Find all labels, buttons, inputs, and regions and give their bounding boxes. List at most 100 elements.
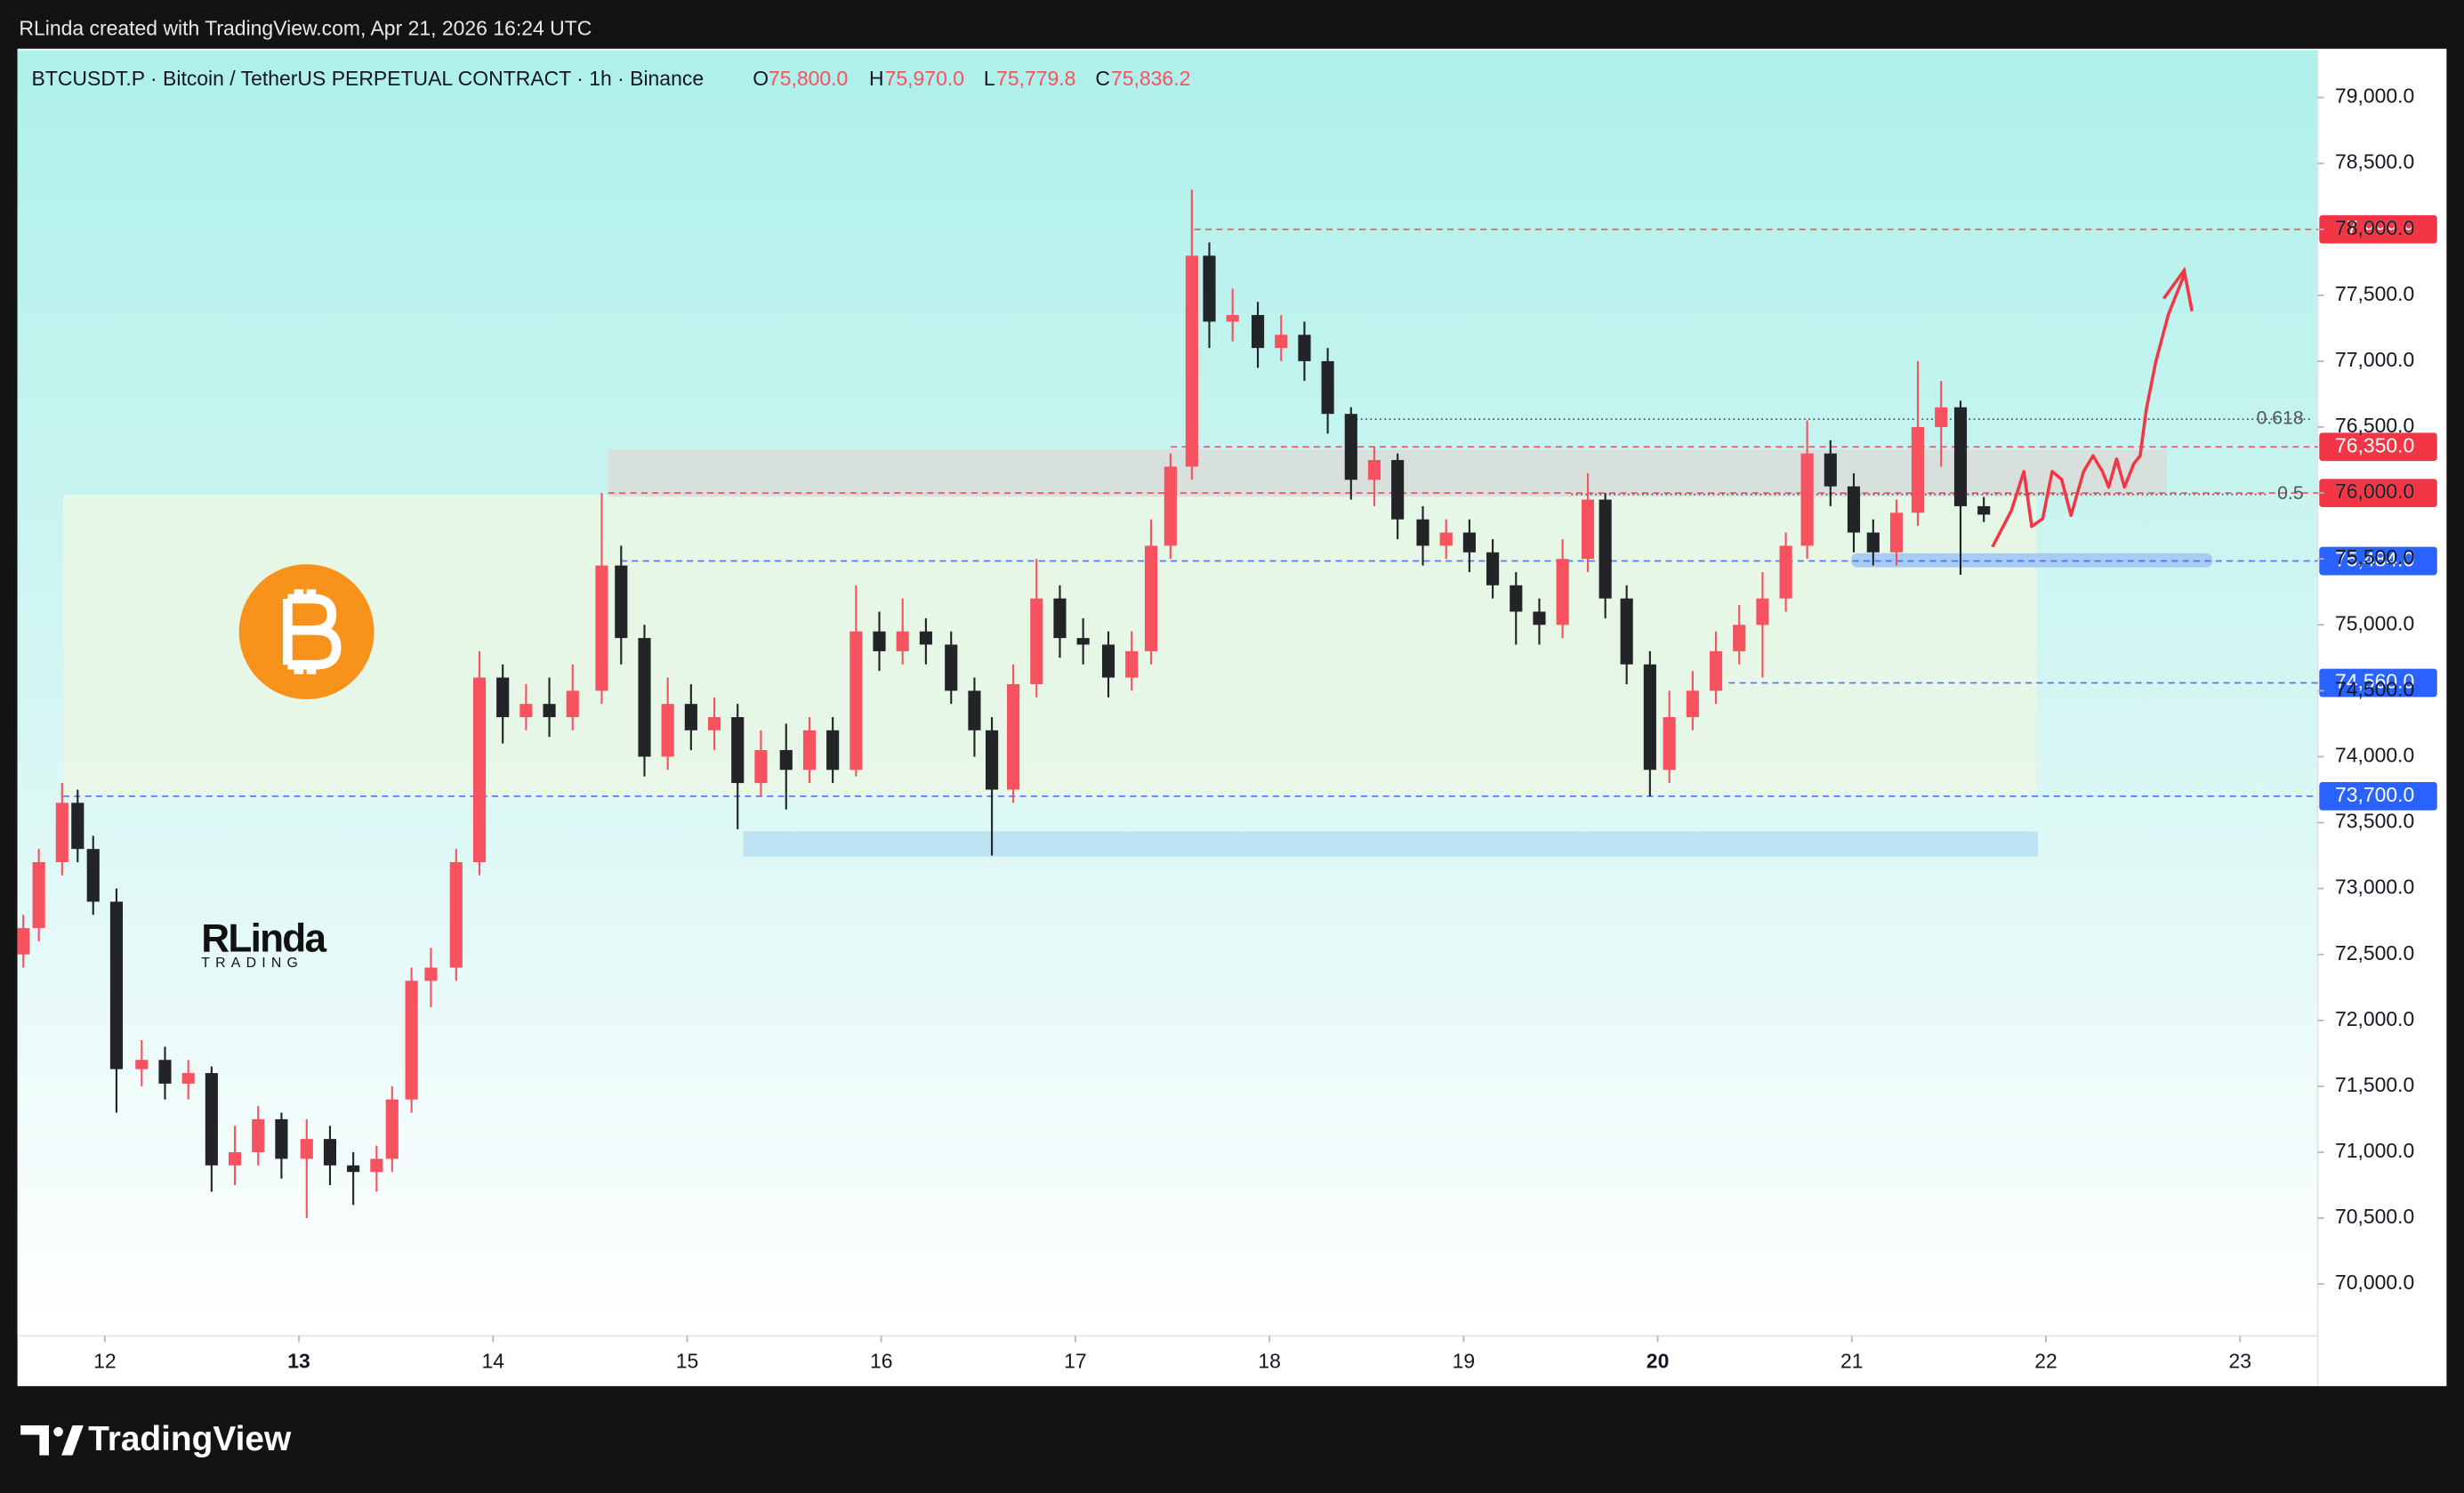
candle-body [472, 677, 487, 862]
fib-label: 0.618 [2257, 408, 2304, 429]
y-tick-label: 78,000.0 [2335, 216, 2414, 239]
candle-body [1321, 360, 1334, 415]
candle-body [449, 861, 463, 968]
level-label-box [2319, 781, 2437, 811]
candle-body [1686, 690, 1699, 717]
y-tick-label: 77,500.0 [2335, 282, 2414, 305]
candle-body [1486, 552, 1500, 585]
y-tick-label: 71,500.0 [2335, 1073, 2414, 1096]
level-label: 76,350.0 [2335, 433, 2414, 456]
candle-body [32, 861, 45, 929]
candle-body [802, 730, 817, 771]
ohlc-key: L [984, 67, 995, 90]
candle-body [896, 631, 909, 651]
candle-body [1367, 460, 1381, 480]
candle-body [1101, 644, 1115, 678]
tradingview-logo: TradingView [20, 1420, 292, 1458]
candle-body [71, 803, 85, 850]
level-label: 77,999.9 [2335, 216, 2414, 239]
y-tick-label: 73,500.0 [2335, 810, 2414, 833]
x-tick-label: 13 [287, 1349, 310, 1372]
candle-body [566, 690, 579, 717]
x-tick-label: 14 [482, 1349, 505, 1372]
candle-body [543, 704, 556, 717]
candle-body [405, 981, 418, 1100]
y-tick-label: 75,500.0 [2335, 545, 2414, 569]
x-tick-label: 15 [676, 1349, 699, 1372]
candle-body [1911, 427, 1925, 513]
candle-body [779, 750, 793, 771]
candle-body [1144, 545, 1158, 651]
y-tick-label: 75,000.0 [2335, 611, 2414, 634]
candle-body [1889, 512, 1904, 553]
candle-body [17, 928, 30, 955]
ohlc-value: 75,779.8 [996, 67, 1075, 90]
candle-body [826, 730, 840, 771]
candle-body [1779, 545, 1792, 599]
candle-body [1709, 650, 1723, 691]
candle-body [347, 1165, 360, 1173]
candle-body [1203, 255, 1216, 322]
candle-body [1416, 519, 1429, 546]
watermark-sub: TRADING [201, 956, 303, 971]
candle-body [370, 1158, 383, 1173]
candle-body [968, 690, 981, 730]
candle-body [1953, 407, 1968, 506]
y-tick-label: 72,000.0 [2335, 1007, 2414, 1030]
x-tick-label: 18 [1258, 1349, 1281, 1372]
candle-body [986, 730, 999, 790]
candle-body [86, 849, 100, 902]
candle-body [661, 704, 674, 757]
candle-body [731, 716, 745, 784]
candle-body [1251, 315, 1265, 349]
candle-body [919, 631, 932, 645]
x-tick-label: 23 [2228, 1349, 2251, 1372]
x-tick-label: 12 [93, 1349, 117, 1372]
x-tick-label: 22 [2034, 1349, 2057, 1372]
projection-path [1991, 274, 2186, 548]
range-zone [62, 495, 2037, 799]
candle-body [1581, 499, 1595, 560]
candle-body [181, 1073, 195, 1084]
candle-body [1462, 532, 1476, 553]
credit: RLinda created with TradingView.com, Apr… [19, 17, 592, 40]
level-label: 73,700.0 [2335, 783, 2414, 806]
candle-body [1620, 598, 1633, 665]
candle-body [496, 677, 510, 717]
candle-body [638, 638, 651, 757]
drawings [62, 449, 2213, 857]
candle-body [1125, 650, 1139, 678]
candle-body [424, 967, 438, 981]
candle-body [300, 1139, 313, 1159]
candle-body [1847, 486, 1861, 533]
ohlc-key: O [753, 67, 769, 90]
x-tick-label: 17 [1064, 1349, 1087, 1372]
candle-body [1533, 611, 1546, 625]
y-tick-label: 74,500.0 [2335, 677, 2414, 700]
watermark-name: RLinda [201, 917, 326, 961]
level-label: 74,560.0 [2335, 670, 2414, 693]
candle-body [615, 565, 628, 639]
support-zone [743, 831, 2039, 857]
level-label-box [2319, 432, 2437, 462]
candle-body [1756, 598, 1769, 625]
candle-body [1164, 466, 1177, 546]
brand: TradingView [88, 1420, 292, 1458]
candle-body [519, 704, 533, 717]
candle-body [158, 1060, 172, 1084]
candle-body [1663, 716, 1676, 771]
tv-icon [20, 1425, 84, 1456]
candle-body [1556, 559, 1569, 625]
level-label: 76,000.0 [2335, 480, 2414, 503]
ohlc-value: 75,836.2 [1111, 67, 1190, 90]
x-tick-label: 21 [1840, 1349, 1864, 1372]
ohlc-value: 75,970.0 [885, 67, 964, 90]
candle-body [595, 565, 608, 691]
y-tick-label: 79,000.0 [2335, 85, 2414, 108]
ohlc-value: 75,800.0 [769, 67, 848, 90]
candle-body [1391, 460, 1405, 520]
x-tick-label: 19 [1453, 1349, 1476, 1372]
candle-body [1733, 625, 1746, 651]
candle-body [228, 1151, 242, 1166]
